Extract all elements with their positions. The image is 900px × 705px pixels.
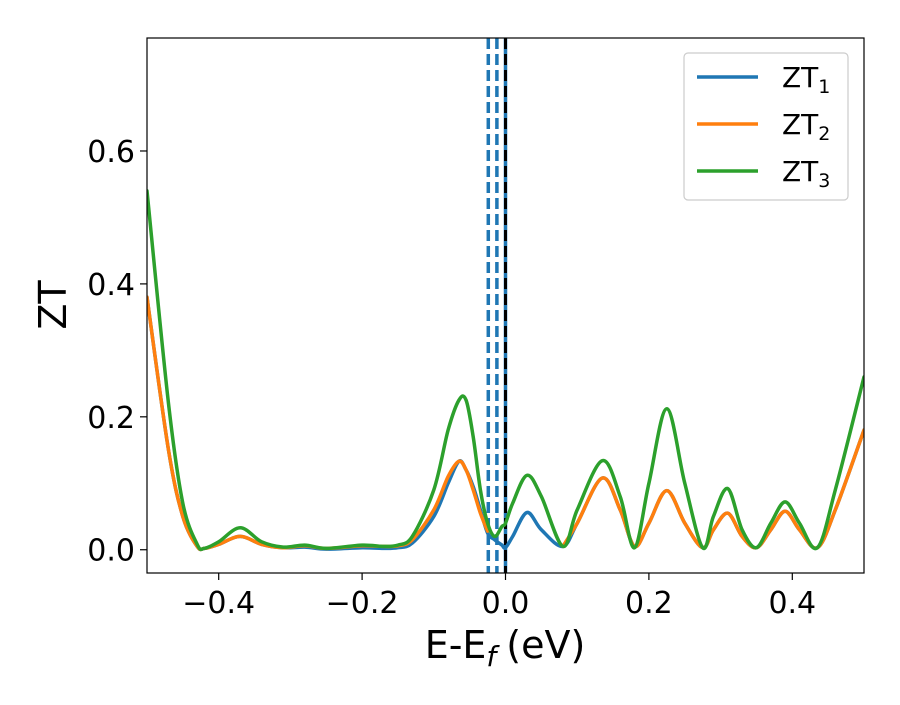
y-tick-label: 0.4 bbox=[87, 268, 135, 303]
legend-label: ZT1 bbox=[782, 61, 830, 98]
y-axis-title: ZT bbox=[31, 280, 75, 330]
x-tick-label: 0.2 bbox=[625, 586, 673, 621]
x-tick-label: 0.4 bbox=[768, 586, 816, 621]
x-tick-label: −0.2 bbox=[326, 586, 399, 621]
y-axis-ticks: 0.0 0.2 0.4 0.6 bbox=[87, 135, 147, 569]
series-lines bbox=[147, 189, 864, 552]
y-tick-label: 0.2 bbox=[87, 401, 135, 436]
legend-box bbox=[683, 52, 849, 201]
x-axis-ticks: −0.4 −0.2 0.0 0.2 0.4 bbox=[182, 573, 816, 621]
series-line-2 bbox=[561, 428, 864, 550]
x-axis-title: E-Ef (eV) bbox=[425, 623, 586, 673]
series-line-3 bbox=[147, 189, 864, 552]
x-tick-label: −0.4 bbox=[182, 586, 255, 621]
y-tick-label: 0.6 bbox=[87, 135, 135, 170]
y-tick-label: 0.0 bbox=[87, 534, 135, 569]
x-tick-label: 0.0 bbox=[482, 586, 530, 621]
reference-lines bbox=[486, 38, 508, 573]
plot-area bbox=[146, 37, 865, 574]
legend-label: ZT2 bbox=[782, 108, 830, 145]
legend: ZT1 ZT2 ZT3 bbox=[683, 52, 849, 201]
legend-label: ZT3 bbox=[782, 155, 830, 192]
